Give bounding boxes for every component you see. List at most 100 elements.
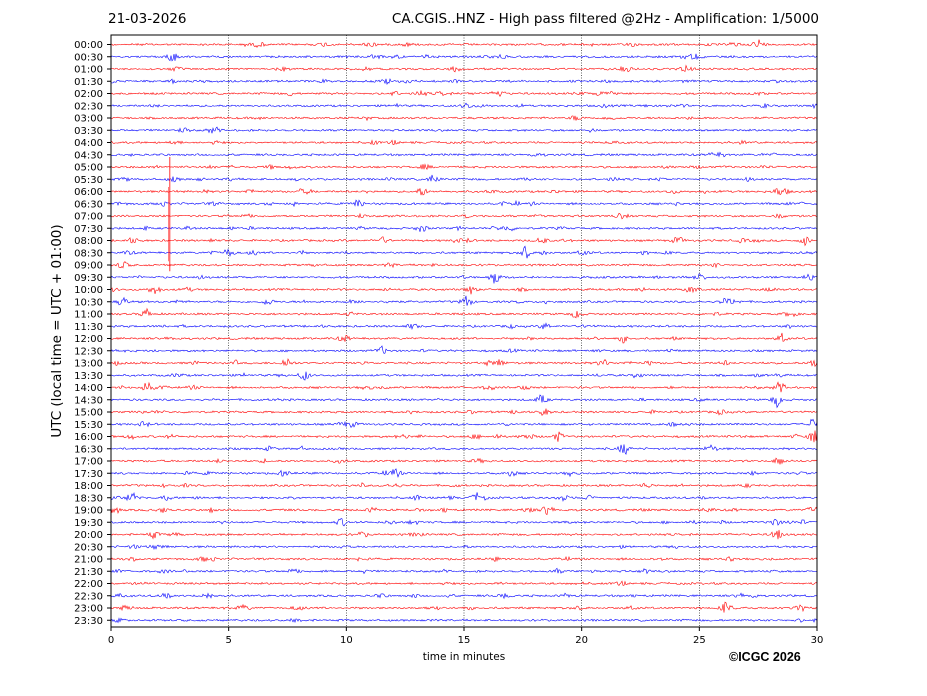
y-tick-label-11:30: 11:30 (74, 322, 103, 333)
y-tick-label-17:30: 17:30 (74, 469, 103, 480)
y-tick-label-18:30: 18:30 (74, 493, 103, 504)
trace-04:30 (110, 151, 818, 158)
trace-05:00 (110, 163, 818, 171)
y-tick-label-19:00: 19:00 (74, 506, 103, 517)
trace-16:30 (110, 444, 818, 456)
trace-23:30 (110, 617, 818, 624)
x-tick-label-20: 20 (575, 635, 588, 646)
spike-annotation (168, 157, 171, 272)
y-tick-label-08:00: 08:00 (74, 236, 103, 247)
y-tick-label-16:00: 16:00 (74, 432, 103, 443)
trace-02:30 (110, 102, 818, 109)
y-tick-label-02:00: 02:00 (74, 89, 103, 100)
y-tick-label-08:30: 08:30 (74, 248, 103, 259)
trace-11:30 (110, 322, 818, 331)
y-tick-label-02:30: 02:30 (74, 101, 103, 112)
copyright-label: ©ICGC 2026 (729, 650, 801, 664)
trace-14:30 (110, 394, 818, 409)
trace-21:00 (110, 555, 818, 563)
trace-20:30 (110, 543, 818, 550)
y-tick-label-21:30: 21:30 (74, 567, 103, 578)
y-tick-label-13:00: 13:00 (74, 359, 103, 370)
y-tick-label-15:30: 15:30 (74, 420, 103, 431)
y-tick-label-01:00: 01:00 (74, 65, 103, 76)
trace-13:00 (110, 358, 818, 368)
y-tick-label-14:30: 14:30 (74, 395, 103, 406)
trace-09:00 (110, 261, 818, 269)
x-axis-ticks: 0 5 10 15 20 25 30 (108, 627, 824, 646)
y-tick-label-00:30: 00:30 (74, 52, 103, 63)
trace-23:00 (110, 601, 818, 613)
trace-00:00 (110, 39, 818, 48)
y-tick-label-06:00: 06:00 (74, 187, 103, 198)
trace-22:00 (110, 580, 818, 586)
seismic-traces (110, 39, 818, 624)
trace-04:00 (110, 139, 818, 146)
trace-06:30 (110, 199, 818, 208)
y-tick-label-17:00: 17:00 (74, 457, 103, 468)
x-tick-label-10: 10 (340, 635, 353, 646)
trace-21:30 (110, 567, 818, 575)
trace-12:00 (110, 332, 818, 344)
trace-15:30 (110, 418, 818, 428)
y-tick-label-07:30: 07:30 (74, 224, 103, 235)
trace-06:00 (110, 188, 818, 196)
chart-date: 21-03-2026 (108, 11, 187, 27)
y-tick-label-23:00: 23:00 (74, 604, 103, 615)
trace-17:00 (110, 457, 818, 465)
x-tick-label-5: 5 (225, 635, 231, 646)
y-tick-label-14:00: 14:00 (74, 383, 103, 394)
y-tick-label-05:00: 05:00 (74, 163, 103, 174)
y-tick-label-09:00: 09:00 (74, 261, 103, 272)
trace-03:00 (110, 115, 818, 122)
y-axis-label: UTC (local time = UTC + 01:00) (49, 224, 65, 437)
trace-10:30 (110, 295, 818, 306)
trace-00:30 (110, 53, 818, 62)
trace-01:30 (110, 78, 818, 85)
trace-22:30 (110, 592, 818, 600)
y-tick-label-03:30: 03:30 (74, 126, 103, 137)
y-tick-label-19:30: 19:30 (74, 518, 103, 529)
y-tick-label-11:00: 11:00 (74, 310, 103, 321)
chart-title: CA.CGIS..HNZ - High pass filtered @2Hz -… (391, 11, 819, 27)
x-tick-label-30: 30 (811, 635, 824, 646)
trace-08:00 (110, 236, 818, 247)
y-tick-label-21:00: 21:00 (74, 555, 103, 566)
y-tick-label-16:30: 16:30 (74, 444, 103, 455)
trace-12:30 (110, 345, 818, 354)
y-tick-label-10:00: 10:00 (74, 285, 103, 296)
y-tick-label-18:00: 18:00 (74, 481, 103, 492)
y-tick-label-15:00: 15:00 (74, 408, 103, 419)
trace-07:30 (110, 225, 818, 232)
trace-19:00 (110, 506, 818, 516)
y-tick-label-09:30: 09:30 (74, 273, 103, 284)
trace-16:00 (110, 430, 818, 443)
y-tick-label-12:30: 12:30 (74, 346, 103, 357)
x-tick-label-15: 15 (458, 635, 471, 646)
trace-05:30 (110, 174, 818, 183)
y-tick-label-13:30: 13:30 (74, 371, 103, 382)
trace-10:00 (110, 286, 818, 295)
trace-03:30 (110, 126, 818, 134)
x-tick-label-0: 0 (108, 635, 114, 646)
trace-07:00 (110, 212, 818, 220)
y-tick-label-04:00: 04:00 (74, 138, 103, 149)
vertical-gridlines (228, 35, 700, 627)
y-tick-label-05:30: 05:30 (74, 175, 103, 186)
y-tick-label-20:30: 20:30 (74, 542, 103, 553)
y-tick-label-23:30: 23:30 (74, 616, 103, 627)
x-axis-label: time in minutes (423, 651, 505, 663)
x-tick-label-25: 25 (693, 635, 706, 646)
trace-19:30 (110, 518, 818, 527)
y-tick-label-01:30: 01:30 (74, 77, 103, 88)
y-tick-label-20:00: 20:00 (74, 530, 103, 541)
y-tick-label-07:00: 07:00 (74, 212, 103, 223)
trace-18:00 (110, 482, 818, 489)
trace-08:30 (110, 245, 818, 259)
trace-09:30 (110, 273, 818, 284)
y-tick-label-00:00: 00:00 (74, 40, 103, 51)
trace-11:00 (110, 307, 818, 319)
y-tick-label-12:00: 12:00 (74, 334, 103, 345)
